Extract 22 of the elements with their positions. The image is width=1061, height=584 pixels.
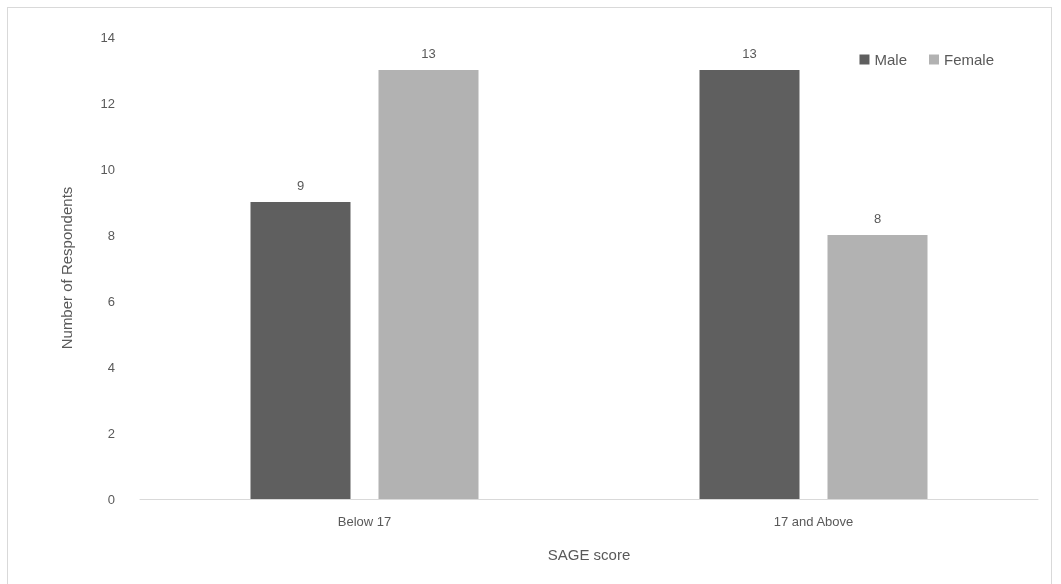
- y-tick-label: 4: [107, 359, 115, 375]
- legend-label: Female: [943, 51, 995, 68]
- y-tick-label: 14: [100, 29, 115, 45]
- x-tick-label: 17 and Above: [773, 514, 854, 529]
- y-tick-label: 0: [107, 491, 115, 507]
- y-tick-label: 12: [100, 95, 115, 111]
- y-tick-label: 10: [100, 161, 115, 177]
- bar: [250, 202, 351, 499]
- y-tick-label: 8: [107, 227, 115, 243]
- data-label: 9: [296, 178, 305, 193]
- data-label: 13: [742, 46, 757, 61]
- bar: [827, 235, 928, 499]
- legend-label: Male: [874, 51, 907, 68]
- data-label: 13: [421, 46, 436, 61]
- y-axis-title: Number of Respondents: [58, 186, 75, 350]
- data-label: 8: [873, 211, 882, 226]
- y-tick-label: 6: [107, 293, 115, 309]
- bar: [699, 70, 800, 499]
- bar: [378, 70, 479, 499]
- x-axis-title: SAGE score: [547, 546, 631, 563]
- x-tick-label: Below 17: [337, 514, 392, 529]
- y-tick-label: 2: [107, 425, 115, 441]
